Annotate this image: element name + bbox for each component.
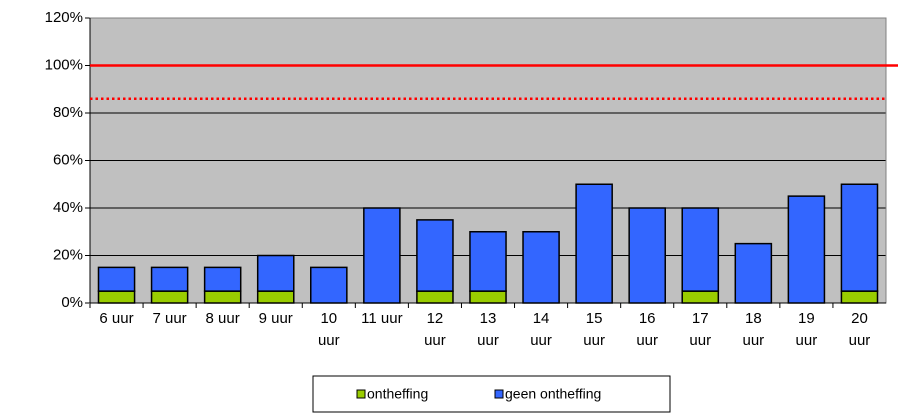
bar-segment: [363, 207, 401, 304]
x-tick-label: 19 uur: [795, 310, 818, 349]
bar-segment: [522, 231, 560, 304]
y-tick-label: 40%: [53, 199, 83, 216]
y-tick-label: 100%: [45, 56, 83, 73]
y-tick-label: 20%: [53, 246, 83, 263]
bar-segment: [150, 290, 189, 304]
legend-swatch: [494, 389, 504, 399]
x-tick-label: 13 uur: [477, 310, 499, 349]
bar-segment: [787, 195, 826, 304]
y-tick-label: 60%: [53, 151, 83, 168]
x-tick-label: 6 uur: [99, 310, 134, 327]
bar-segment: [681, 290, 720, 304]
x-tick-label: 14 uur: [530, 310, 552, 349]
bar-segment: [256, 254, 295, 292]
x-tick-label: 16 uur: [636, 310, 659, 349]
bar-segment: [681, 207, 720, 292]
x-tick-label: 12 uur: [424, 310, 446, 349]
bar-segment: [310, 266, 348, 304]
x-tick-label: 15 uur: [583, 310, 605, 349]
legend-label: ontheffing: [367, 386, 428, 402]
x-tick-label: 10 uur: [317, 310, 340, 349]
bar-segment: [203, 266, 242, 292]
legend-box: [312, 375, 671, 413]
x-tick-label: 7 uur: [152, 310, 187, 327]
bar-segment: [416, 219, 454, 292]
legend-label: geen ontheffing: [505, 386, 601, 402]
bar-segment: [628, 207, 666, 304]
y-tick-label: 0%: [61, 294, 83, 311]
bar-segment: [97, 266, 136, 292]
bar-segment: [416, 290, 454, 304]
x-tick-label: 20 uur: [848, 310, 871, 349]
bar-segment: [575, 183, 613, 304]
y-tick-label: 120%: [45, 9, 83, 26]
x-tick-label: 18 uur: [742, 310, 765, 349]
bar-segment: [840, 290, 879, 304]
x-tick-label: 9 uur: [258, 310, 293, 327]
bar-segment: [469, 290, 507, 304]
x-tick-label: 8 uur: [205, 310, 240, 327]
bar-segment: [203, 290, 242, 304]
x-tick-label: 17 uur: [689, 310, 712, 349]
bar-segment: [150, 266, 189, 292]
bar-segment: [469, 231, 507, 292]
legend-swatch: [356, 389, 366, 399]
x-tick-label: 11 uur: [361, 310, 403, 327]
y-tick-label: 80%: [53, 104, 83, 121]
bar-segment: [734, 242, 773, 304]
bar-segment: [256, 290, 295, 304]
bar-segment: [97, 290, 136, 304]
bar-segment: [840, 183, 879, 292]
